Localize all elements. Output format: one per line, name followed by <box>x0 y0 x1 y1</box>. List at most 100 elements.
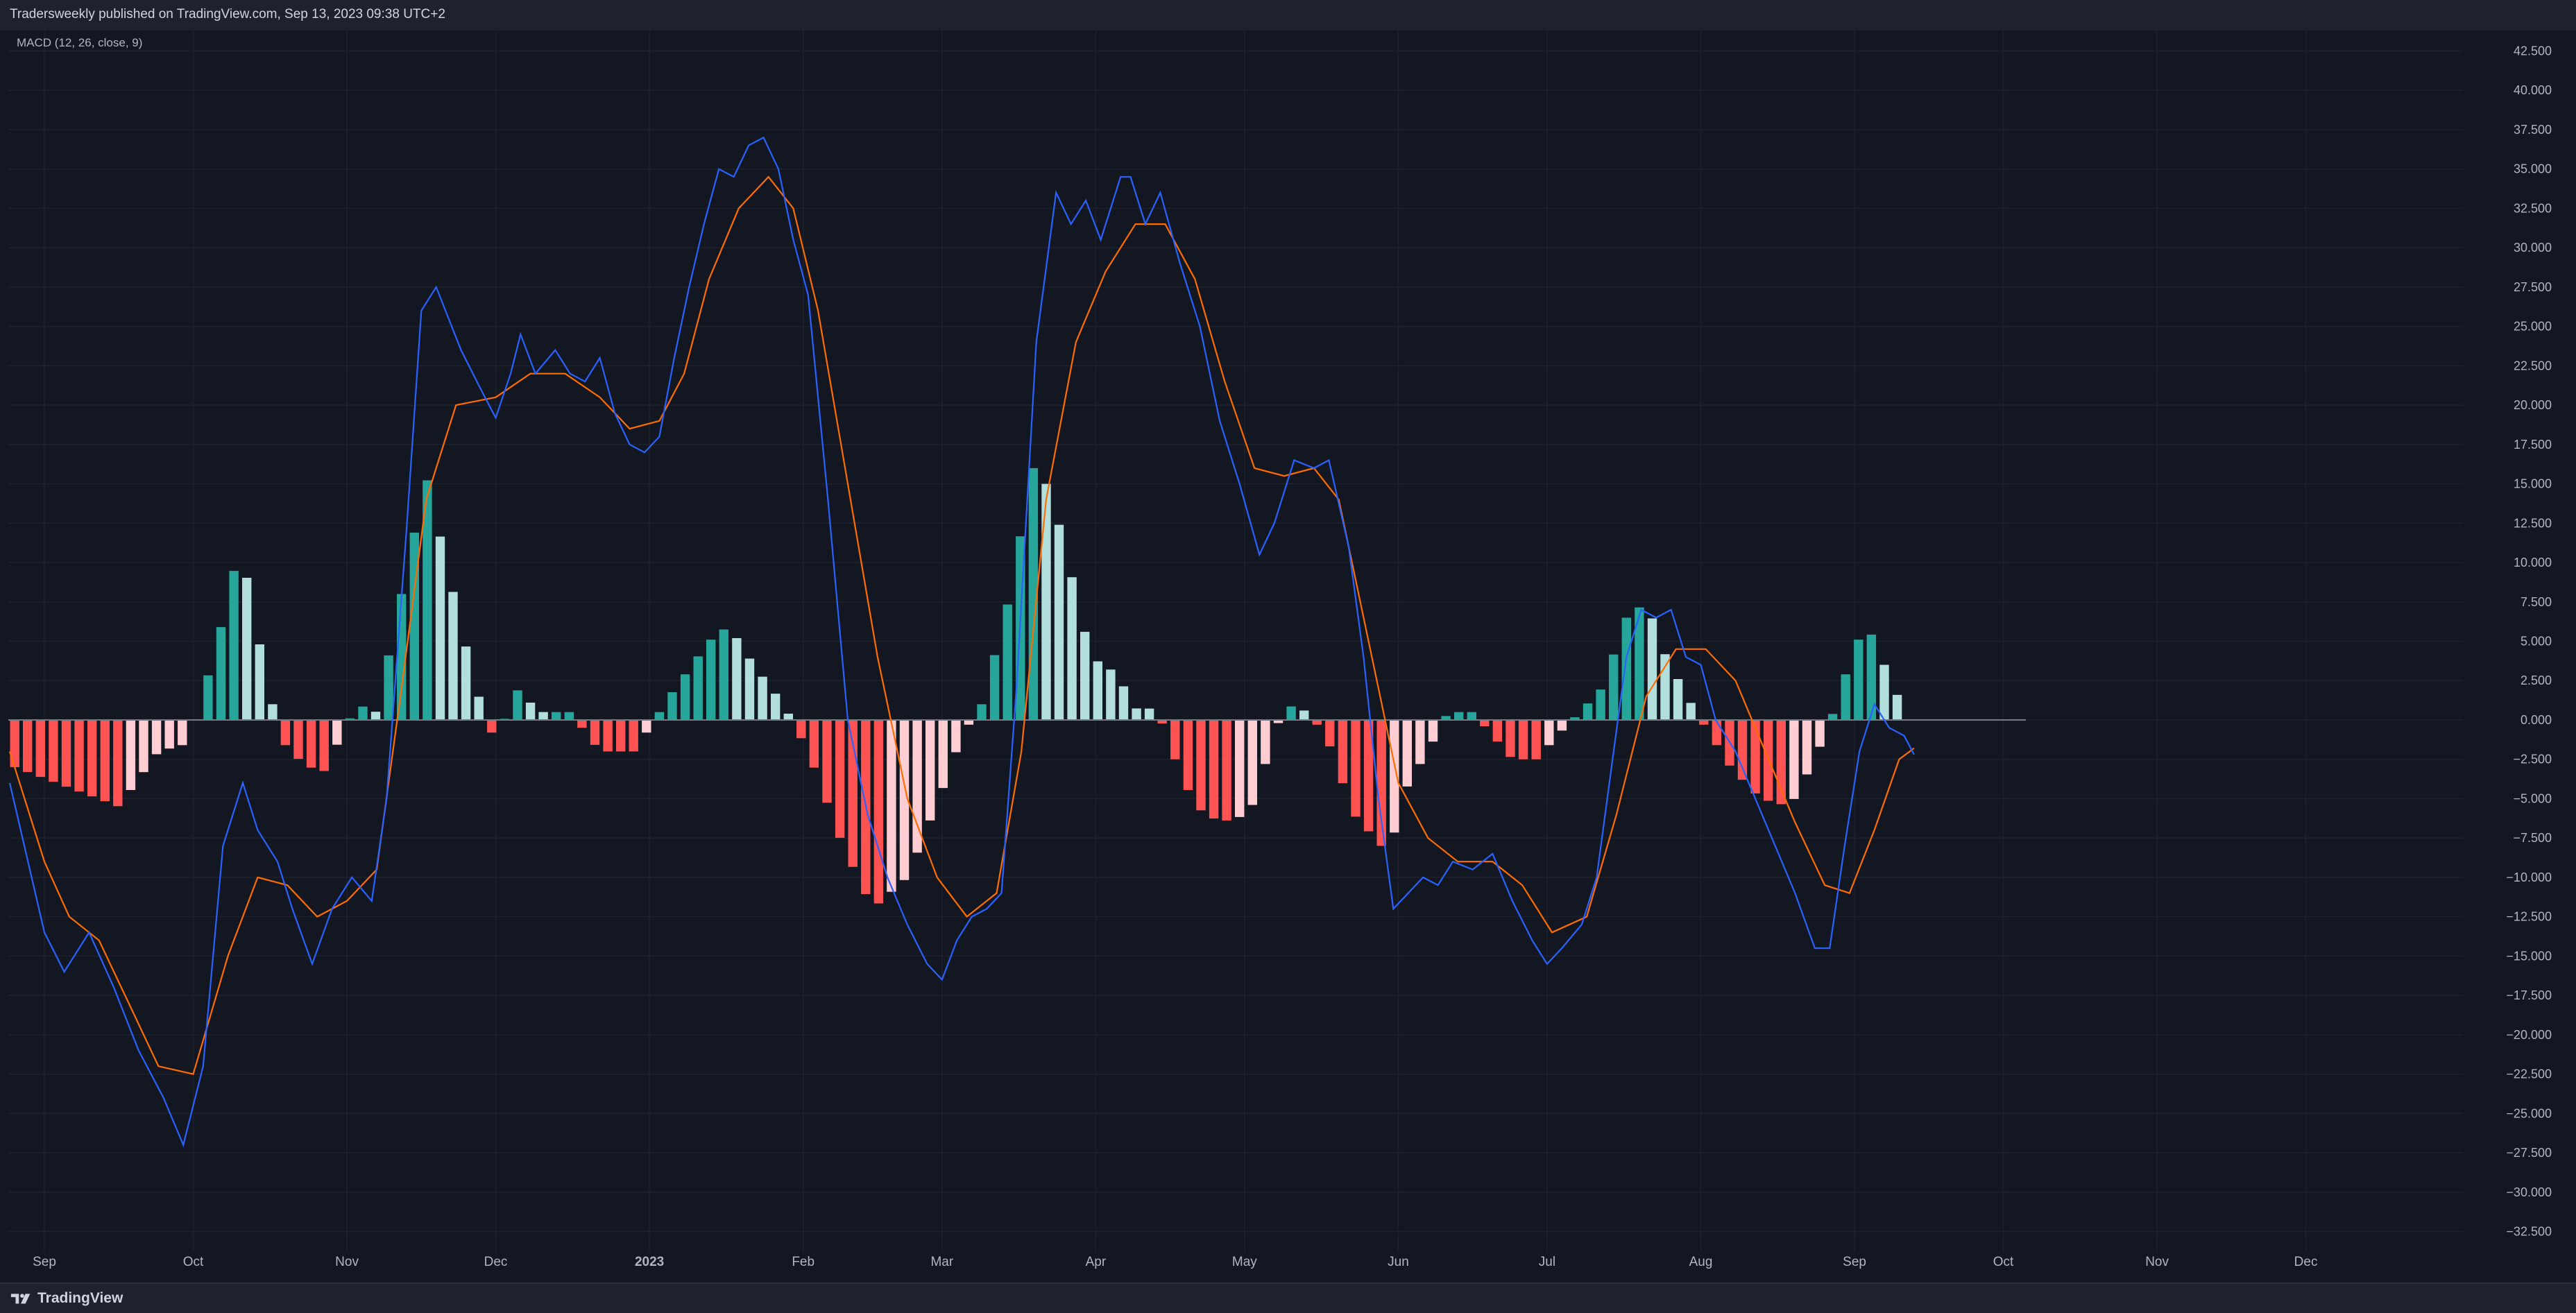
macd-chart[interactable]: 42.500 40.000 37.500 35.000 32.500 30.000 27.5… <box>0 0 2576 1282</box>
histogram-bar <box>1325 720 1335 747</box>
histogram-bar <box>397 594 407 720</box>
histogram-bar <box>1390 720 1399 833</box>
histogram-bar <box>680 674 690 720</box>
y-tick-label: 35.000 <box>2514 162 2552 176</box>
grid-lines <box>8 31 2463 1252</box>
y-tick-label: 5.000 <box>2520 635 2552 649</box>
histogram-bar <box>1273 720 1283 723</box>
y-tick-label: 2.500 <box>2520 673 2552 687</box>
histogram-bar <box>435 536 445 720</box>
y-tick-label: −10.000 <box>2506 870 2552 884</box>
x-tick-label: Nov <box>335 1255 359 1269</box>
y-tick-label: −17.500 <box>2506 988 2552 1002</box>
y-tick-label: −25.000 <box>2506 1106 2552 1120</box>
histogram-bar <box>423 480 432 720</box>
y-tick-label: −15.000 <box>2506 949 2552 963</box>
x-tick-label: 2023 <box>635 1255 664 1269</box>
y-tick-label: −2.500 <box>2513 753 2552 766</box>
histogram-bar <box>1363 720 1374 832</box>
histogram-bar <box>513 690 522 720</box>
indicator-legend[interactable]: MACD (12, 26, close, 9) <box>17 36 143 49</box>
histogram-bar <box>280 720 291 746</box>
histogram-bar <box>783 713 793 720</box>
histogram-bar <box>1467 712 1476 720</box>
histogram-bar <box>719 629 728 720</box>
signal-line <box>8 175 1915 1075</box>
macd-line <box>8 136 1915 1148</box>
histogram-bar <box>203 675 213 720</box>
histogram-bar <box>1235 720 1245 817</box>
histogram-bar <box>139 720 148 773</box>
x-tick-label: Sep <box>33 1255 56 1269</box>
histogram-bar <box>1686 703 1696 720</box>
x-tick-label: Mar <box>930 1255 953 1269</box>
histogram-bar <box>1557 720 1567 731</box>
histogram-bar <box>1712 720 1722 746</box>
histogram-bar <box>268 704 278 720</box>
publish-info: Tradersweekly published on TradingView.c… <box>10 7 445 22</box>
histogram-bar <box>1660 654 1670 720</box>
histogram-bar <box>835 720 845 838</box>
y-tick-label: −22.500 <box>2506 1067 2552 1081</box>
histogram-bar <box>1209 720 1219 819</box>
y-tick-label: 22.500 <box>2514 359 2552 372</box>
y-tick-label: −20.000 <box>2506 1028 2552 1042</box>
histogram-bar <box>1261 720 1270 764</box>
histogram-bar <box>242 578 252 720</box>
histogram-bar <box>151 720 162 755</box>
histogram-bar <box>35 720 45 778</box>
histogram-bar <box>1789 720 1799 799</box>
histogram-bar <box>384 655 393 720</box>
histogram-bar <box>1003 604 1012 720</box>
histogram-bar <box>654 712 665 720</box>
histogram-bar <box>126 720 136 790</box>
histogram-bar <box>1673 679 1683 720</box>
histogram-bar <box>1376 720 1386 846</box>
histogram-bar <box>178 720 187 746</box>
histogram-bar <box>1222 720 1231 821</box>
histogram-bar <box>409 532 419 720</box>
histogram-bar <box>1480 720 1490 727</box>
brand-logo[interactable]: TradingView <box>10 1289 123 1308</box>
histogram-bar <box>1144 708 1154 720</box>
x-tick-label: Jul <box>1539 1255 1555 1269</box>
histogram-bar <box>87 720 97 797</box>
brand-name: TradingView <box>37 1290 123 1306</box>
histogram-bar <box>1170 720 1180 760</box>
histogram-bar <box>744 658 755 720</box>
histogram-bar <box>1570 717 1580 720</box>
histogram-bar <box>642 720 651 733</box>
histogram-bar <box>1415 720 1425 764</box>
y-tick-label: 30.000 <box>2514 241 2552 255</box>
y-tick-label: 12.500 <box>2514 516 2552 530</box>
x-tick-label: Oct <box>1993 1255 2014 1269</box>
histogram-bar <box>887 720 896 892</box>
histogram-bar <box>1827 714 1838 720</box>
y-tick-label: 37.500 <box>2514 123 2552 137</box>
histogram-bar <box>1067 577 1077 720</box>
histogram-bar <box>74 720 84 792</box>
histogram-bar <box>822 720 832 803</box>
histogram-bar <box>1183 720 1193 790</box>
histogram-bar <box>1093 661 1102 720</box>
histogram-bar <box>10 720 19 768</box>
x-tick-label: Jun <box>1388 1255 1409 1269</box>
histogram-bar <box>216 627 226 720</box>
histogram-bar <box>319 720 329 771</box>
histogram-bar <box>809 720 819 768</box>
y-tick-label: 27.500 <box>2514 280 2552 294</box>
histogram-bar <box>590 720 600 745</box>
y-tick-label: 32.500 <box>2514 201 2552 215</box>
histogram-bar <box>667 692 677 720</box>
histogram-bar <box>1518 720 1528 760</box>
histogram-bar <box>1892 694 1902 720</box>
x-tick-label: Nov <box>2145 1255 2169 1269</box>
y-tick-label: 0.000 <box>2520 713 2552 727</box>
histogram-bar <box>1596 689 1605 720</box>
histogram-bar <box>1583 703 1593 720</box>
x-tick-label: Dec <box>484 1255 508 1269</box>
histogram-bar <box>1635 607 1644 720</box>
histogram-bar <box>255 644 264 720</box>
histogram-bar <box>1454 712 1464 720</box>
histogram-bar <box>1312 720 1322 725</box>
